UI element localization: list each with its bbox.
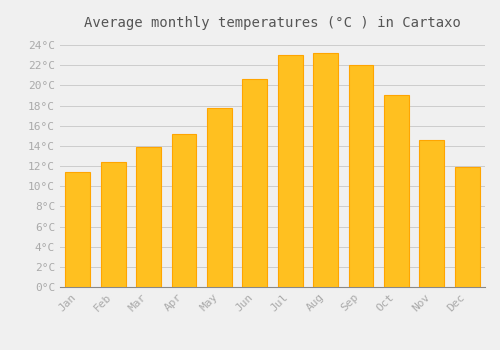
- Bar: [455, 167, 479, 287]
- Bar: [384, 96, 409, 287]
- Bar: [100, 162, 126, 287]
- Title: Average monthly temperatures (°C ) in Cartaxo: Average monthly temperatures (°C ) in Ca…: [84, 16, 461, 30]
- Bar: [313, 53, 338, 287]
- Bar: [172, 134, 196, 287]
- Bar: [278, 55, 302, 287]
- Bar: [420, 140, 444, 287]
- Bar: [348, 65, 374, 287]
- Bar: [207, 107, 232, 287]
- Bar: [242, 79, 267, 287]
- Bar: [66, 172, 90, 287]
- Bar: [136, 147, 161, 287]
